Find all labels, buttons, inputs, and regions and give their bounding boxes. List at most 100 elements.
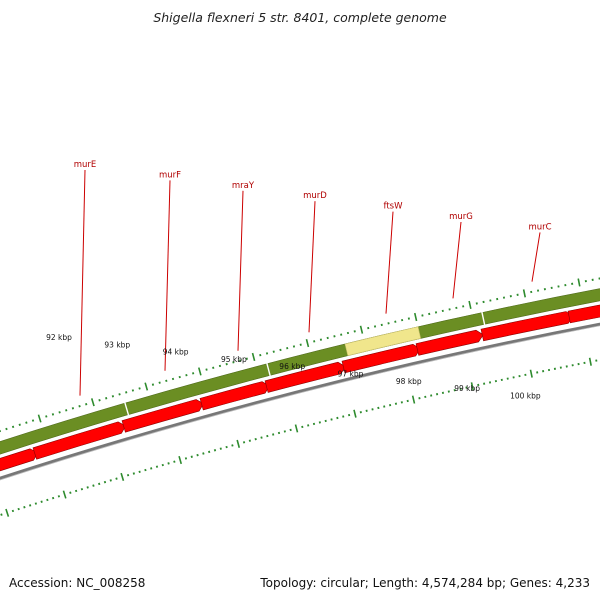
major-tick [197, 367, 202, 376]
minor-tick [151, 383, 155, 386]
scale-minor-tick [254, 437, 257, 441]
scale-minor-tick [277, 431, 281, 435]
scale-minor-tick [184, 457, 188, 460]
scale-minor-tick [74, 489, 78, 493]
cds-arrow [121, 399, 205, 433]
gene-label-ftsw: ftsW [383, 202, 403, 212]
minor-tick [85, 403, 88, 406]
minor-tick [105, 397, 108, 400]
scale-label: 97 kbp [338, 370, 364, 379]
major-tick [37, 414, 42, 423]
scale-minor-tick [51, 496, 55, 500]
minor-tick [178, 375, 181, 379]
gene-leader-line [308, 201, 316, 333]
scale-label: 100 kbp [510, 391, 541, 400]
minor-tick [265, 352, 269, 355]
minor-tick [205, 368, 208, 371]
minor-tick [118, 393, 121, 396]
scale-minor-tick [144, 468, 147, 472]
scale-minor-tick [260, 436, 263, 439]
baseline-track [0, 322, 600, 481]
scale-minor-tick [34, 502, 38, 505]
minor-tick [225, 362, 228, 366]
scale-label: 98 kbp [396, 377, 422, 386]
scale-minor-tick [225, 445, 228, 449]
scale-minor-tick [289, 428, 292, 432]
scale-minor-tick [132, 472, 135, 475]
cds-arrow [264, 361, 346, 393]
scale-minor-tick [196, 453, 199, 457]
scale-label: 93 kbp [104, 340, 130, 349]
scale-minor-tick [92, 484, 95, 487]
scale-tick-ring [0, 357, 598, 517]
scale-minor-tick [167, 462, 170, 465]
gene-backbone-track [0, 288, 600, 455]
minor-tick [138, 387, 141, 390]
minor-tick [185, 373, 188, 377]
scale-label: 94 kbp [163, 348, 189, 357]
scale-minor-tick [173, 460, 176, 463]
scale-major-tick [62, 490, 67, 499]
accession-label: Accession: NC_008258 [9, 576, 146, 590]
scale-minor-tick [115, 477, 118, 480]
scale-minor-tick [155, 465, 159, 468]
minor-tick [165, 379, 168, 383]
scale-label: 95 kbp [221, 355, 247, 364]
scale-minor-tick [266, 434, 269, 438]
scale-minor-tick [28, 504, 32, 507]
scale-minor-tick [219, 447, 222, 450]
scale-minor-tick [103, 480, 107, 484]
major-tick [251, 352, 256, 362]
scale-major-tick [236, 439, 241, 448]
scale-major-tick [178, 455, 183, 465]
minor-tick [45, 415, 48, 418]
scale-label-layer: 92 kbp 93 kbp 94 kbp 95 kbp 96 kbp 97 kbp 98 k… [46, 333, 541, 400]
minor-tick [78, 405, 81, 408]
scale-minor-tick [283, 430, 286, 433]
scale-minor-tick [69, 491, 72, 494]
scale-minor-tick [213, 449, 217, 452]
minor-tick [18, 423, 21, 426]
scale-minor-tick [11, 509, 15, 513]
scale-minor-tick [57, 495, 61, 498]
gene-label-layer: murE murF mraY murD ftsW murG murC [74, 160, 552, 396]
scale-minor-tick [86, 486, 89, 489]
major-tick [413, 312, 418, 322]
gene-label-murc: murC [528, 222, 551, 232]
scale-minor-tick [248, 439, 252, 442]
gene-leader-line [79, 169, 86, 396]
gene-label-mure: murE [74, 160, 97, 170]
scale-major-tick [294, 424, 299, 433]
scale-minor-tick [46, 498, 49, 502]
scale-minor-tick [231, 444, 234, 447]
minor-tick [218, 364, 222, 368]
scale-label: 99 kbp [454, 384, 480, 393]
scale-minor-tick [161, 463, 164, 467]
cds-arrow [415, 329, 484, 356]
major-tick [522, 289, 527, 298]
cds-arrow-track [0, 304, 600, 472]
scale-minor-tick [138, 470, 141, 474]
scale-minor-tick [242, 441, 246, 444]
scale-minor-tick [40, 500, 43, 503]
gene-leader-line [452, 221, 462, 299]
major-tick [305, 338, 310, 348]
minor-tick [259, 353, 262, 357]
scale-minor-tick [80, 487, 84, 491]
minor-tick [65, 409, 68, 412]
minor-tick [232, 361, 235, 364]
highlighted-gene-segment [344, 326, 422, 357]
minor-tick [125, 391, 128, 394]
scale-major-tick [5, 508, 10, 517]
minor-tick [51, 413, 55, 416]
scale-label: 96 kbp [279, 362, 305, 371]
minor-tick [98, 399, 101, 402]
major-tick [359, 325, 364, 334]
scale-major-tick [411, 395, 416, 404]
gene-label-murf: murF [159, 170, 181, 180]
minor-tick [25, 421, 28, 424]
scale-minor-tick [126, 473, 130, 477]
outer-tick-ring [0, 277, 600, 433]
gene-leader-line [531, 232, 541, 282]
